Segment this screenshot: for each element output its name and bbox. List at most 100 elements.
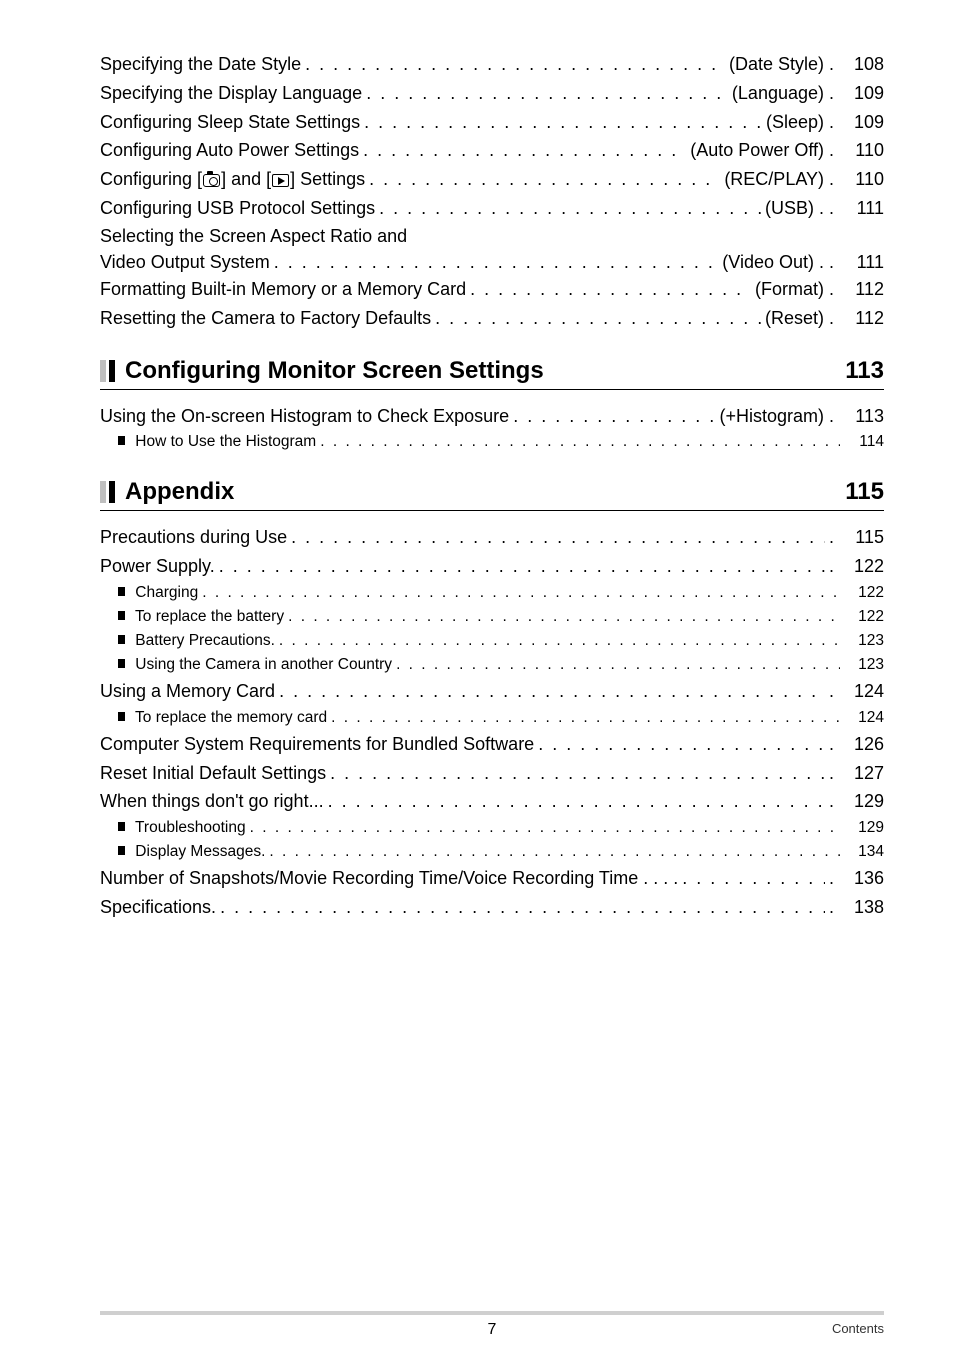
- toc-entry[interactable]: Number of Snapshots/Movie Recording Time…: [100, 864, 884, 893]
- toc-entry[interactable]: Configuring Auto Power Settings (Auto Po…: [100, 136, 884, 165]
- page-number: 7: [361, 1321, 622, 1339]
- toc-tag: (Format) .: [755, 275, 834, 304]
- toc-leader-dots: [330, 759, 825, 788]
- toc-tag: (Language) .: [732, 79, 834, 108]
- toc-leader-dots: [320, 430, 840, 454]
- section-title[interactable]: Appendix: [125, 478, 845, 506]
- toc-entry[interactable]: Computer System Requirements for Bundled…: [100, 730, 884, 759]
- toc-leader-dots: [220, 893, 825, 922]
- toc-tag: .: [829, 677, 834, 706]
- toc-page: 122: [840, 552, 884, 581]
- toc-page: 124: [840, 677, 884, 706]
- toc-tag: .: [829, 864, 834, 893]
- toc-tag: .: [829, 893, 834, 922]
- toc-label: Specifications.: [100, 893, 216, 922]
- toc-tag: .: [829, 759, 834, 788]
- toc-leader-dots: [279, 629, 840, 653]
- toc-page: 110: [840, 165, 884, 194]
- toc-tag: (Date Style) .: [729, 50, 834, 79]
- toc-label: Power Supply.: [100, 552, 215, 581]
- toc-tag: (Video Out) . .: [722, 249, 834, 275]
- toc-entry[interactable]: Specifications. .138: [100, 893, 884, 922]
- bullet-icon: [118, 659, 125, 668]
- toc-page: 138: [840, 893, 884, 922]
- toc-label: Precautions during Use: [100, 523, 287, 552]
- section-header: Configuring Monitor Screen Settings 113: [100, 357, 884, 390]
- toc-tag: .: [829, 552, 834, 581]
- toc-label: Using a Memory Card: [100, 677, 275, 706]
- toc-subentry[interactable]: Battery Precautions. 123: [100, 629, 884, 653]
- toc-label: Number of Snapshots/Movie Recording Time…: [100, 864, 678, 893]
- toc-page: 129: [844, 816, 884, 840]
- toc-entry[interactable]: Specifying the Display Language (Languag…: [100, 79, 884, 108]
- toc-tag: .: [829, 523, 834, 552]
- toc-leader-dots: [331, 706, 840, 730]
- toc-page: 122: [844, 605, 884, 629]
- bullet-icon: [118, 635, 125, 644]
- toc-leader-dots: [328, 787, 825, 816]
- toc-block-appendix: Precautions during Use .115Power Supply.…: [100, 523, 884, 921]
- toc-subentry[interactable]: To replace the memory card 124: [100, 706, 884, 730]
- toc-page: 109: [840, 79, 884, 108]
- toc-entry[interactable]: Configuring [] and [] Settings (REC/PLAY…: [100, 165, 884, 194]
- toc-leader-dots: [291, 523, 825, 552]
- toc-label: Specifying the Display Language: [100, 79, 362, 108]
- section-appendix: Appendix 115 Precautions during Use .115…: [100, 478, 884, 921]
- toc-subentry[interactable]: Charging 122: [100, 581, 884, 605]
- toc-page: 109: [840, 108, 884, 137]
- toc-leader-dots: [513, 402, 715, 431]
- footer-rule: [100, 1311, 884, 1315]
- toc-block-top: Specifying the Date Style (Date Style) .…: [100, 50, 884, 333]
- toc-subentry[interactable]: Using the Camera in another Country 123: [100, 653, 884, 677]
- toc-label: Configuring Auto Power Settings: [100, 136, 359, 165]
- toc-entry[interactable]: Specifying the Date Style (Date Style) .…: [100, 50, 884, 79]
- toc-sublabel: How to Use the Histogram: [118, 430, 316, 454]
- toc-leader-dots: [279, 677, 825, 706]
- toc-subentry[interactable]: Troubleshooting 129: [100, 816, 884, 840]
- toc-page: 112: [840, 275, 884, 304]
- toc-tag: (Auto Power Off) .: [690, 136, 834, 165]
- toc-label: Formatting Built-in Memory or a Memory C…: [100, 275, 466, 304]
- footer-section-label[interactable]: Contents: [623, 1321, 884, 1339]
- section-page[interactable]: 115: [845, 478, 884, 506]
- toc-entry[interactable]: Power Supply. .122: [100, 552, 884, 581]
- toc-page: 136: [840, 864, 884, 893]
- toc-subentry[interactable]: How to Use the Histogram 114: [100, 430, 884, 454]
- toc-leader-dots: [470, 275, 751, 304]
- toc-label: Resetting the Camera to Factory Defaults: [100, 304, 431, 333]
- toc-leader-dots: [363, 136, 686, 165]
- toc-entry[interactable]: Using the On-screen Histogram to Check E…: [100, 402, 884, 431]
- toc-entry-multiline[interactable]: Selecting the Screen Aspect Ratio andVid…: [100, 223, 884, 275]
- toc-sublabel: Troubleshooting: [118, 816, 246, 840]
- toc-subentry[interactable]: To replace the battery 122: [100, 605, 884, 629]
- toc-page: 134: [844, 840, 884, 864]
- toc-entry[interactable]: Precautions during Use .115: [100, 523, 884, 552]
- toc-page: 114: [844, 430, 884, 454]
- toc-leader-dots: [682, 864, 825, 893]
- section-mark-icon: [100, 481, 115, 503]
- toc-entry[interactable]: Reset Initial Default Settings .127: [100, 759, 884, 788]
- section-page[interactable]: 113: [845, 357, 884, 385]
- toc-entry[interactable]: Video Output System (Video Out) . .111: [100, 249, 884, 275]
- toc-leader-dots: [305, 50, 725, 79]
- bullet-icon: [118, 822, 125, 831]
- toc-entry[interactable]: Using a Memory Card .124: [100, 677, 884, 706]
- toc-block-monitor: Using the On-screen Histogram to Check E…: [100, 402, 884, 455]
- toc-entry[interactable]: Configuring Sleep State Settings (Sleep)…: [100, 108, 884, 137]
- page-footer: 7 Contents: [0, 1311, 954, 1339]
- toc-page: 122: [844, 581, 884, 605]
- toc-leader-dots: [202, 581, 840, 605]
- toc-entry[interactable]: Formatting Built-in Memory or a Memory C…: [100, 275, 884, 304]
- toc-subentry[interactable]: Display Messages. 134: [100, 840, 884, 864]
- section-title[interactable]: Configuring Monitor Screen Settings: [125, 357, 845, 385]
- toc-sublabel: Charging: [118, 581, 198, 605]
- toc-entry[interactable]: Resetting the Camera to Factory Defaults…: [100, 304, 884, 333]
- toc-entry[interactable]: When things don't go right... .129: [100, 787, 884, 816]
- toc-leader-dots: [364, 108, 762, 137]
- toc-sublabel: To replace the memory card: [118, 706, 327, 730]
- toc-page: 108: [840, 50, 884, 79]
- section-header: Appendix 115: [100, 478, 884, 511]
- toc-entry[interactable]: Configuring USB Protocol Settings (USB) …: [100, 194, 884, 223]
- bullet-icon: [118, 436, 125, 445]
- toc-page: 127: [840, 759, 884, 788]
